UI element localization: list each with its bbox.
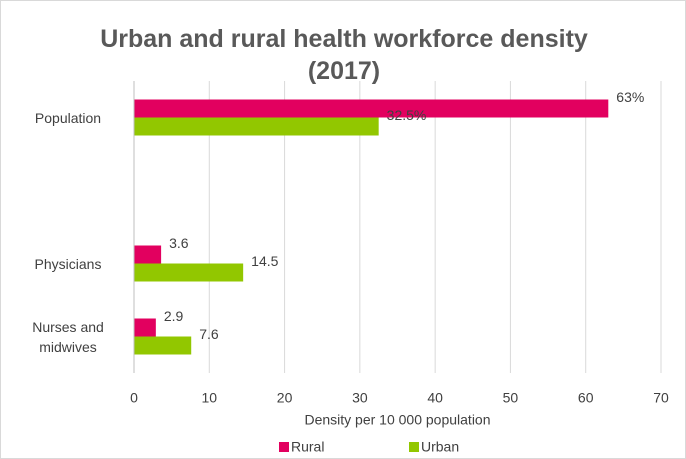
bar <box>134 336 192 355</box>
x-tick-label: 20 <box>277 390 293 406</box>
bar <box>134 117 379 136</box>
bar <box>134 99 609 118</box>
value-label: 2.9 <box>164 308 184 324</box>
legend-label: Rural <box>291 439 324 455</box>
x-tick-label: 0 <box>130 390 138 406</box>
y-tick-label: Physicians <box>34 255 102 272</box>
x-tick-label: 50 <box>503 390 519 406</box>
bar <box>134 245 162 264</box>
x-axis-label: Density per 10 000 population <box>304 412 490 428</box>
x-tick-label: 70 <box>653 390 669 406</box>
value-label: 3.6 <box>169 235 189 251</box>
legend-label: Urban <box>421 439 459 455</box>
y-tick-label: Nurses and midwives <box>32 318 104 355</box>
value-label: 7.6 <box>199 326 219 342</box>
value-label: 63% <box>616 89 644 105</box>
value-label: 32.5% <box>387 107 427 123</box>
x-tick-label: 10 <box>201 390 217 406</box>
value-label: 14.5 <box>251 253 278 269</box>
x-tick-label: 30 <box>352 390 368 406</box>
bar <box>134 318 156 337</box>
legend-swatch <box>279 442 289 452</box>
legend-swatch <box>409 442 419 452</box>
bar <box>134 263 244 282</box>
x-tick-label: 60 <box>578 390 594 406</box>
x-tick-label: 40 <box>427 390 443 406</box>
chart-title: Urban and rural health workforce density… <box>100 25 588 85</box>
y-tick-label: Population <box>34 109 102 126</box>
